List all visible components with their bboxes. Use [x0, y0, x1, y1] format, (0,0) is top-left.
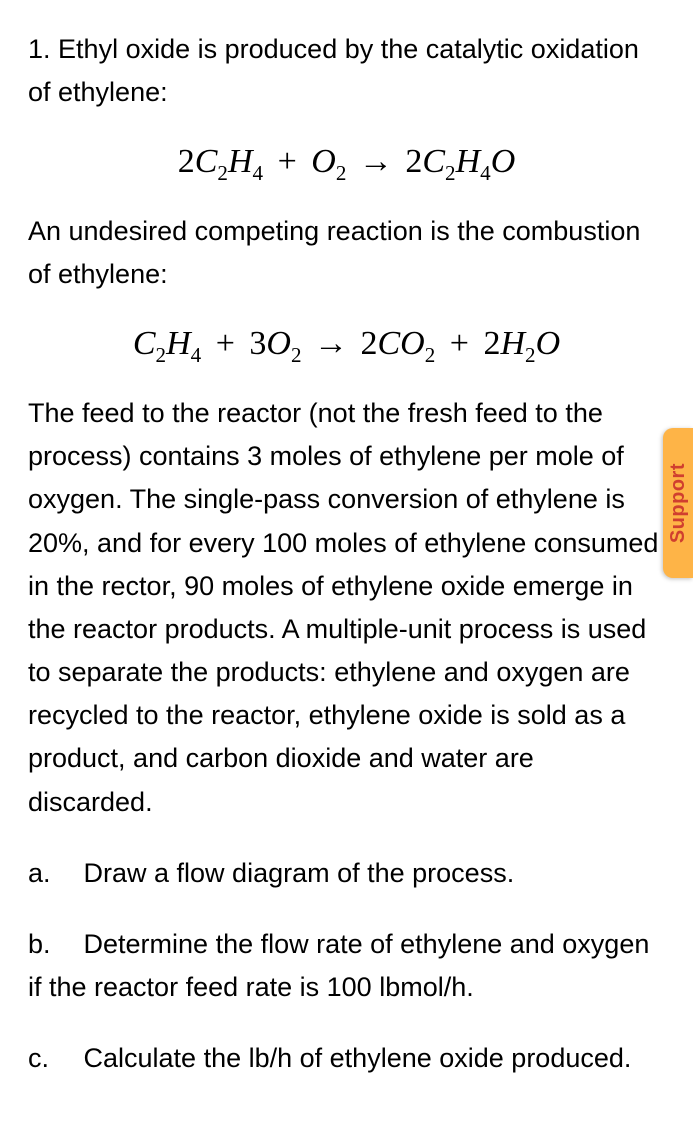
eq2-rhs-O2: O	[536, 325, 561, 362]
parts-section: a. Draw a flow diagram of the process. b…	[28, 852, 665, 1081]
eq1-rhs-H: H	[456, 143, 481, 180]
eq1-lhs-O: O	[311, 143, 336, 180]
eq1-lhs-coef1: 2	[178, 143, 195, 180]
problem-container: 1. Ethyl oxide is produced by the cataly…	[0, 0, 693, 1109]
eq2-lhs-Hsub: 4	[191, 343, 202, 367]
eq1-lhs-Hsub: 4	[253, 161, 264, 185]
part-a-label: a.	[28, 852, 76, 895]
support-tab[interactable]: Support	[663, 428, 693, 578]
eq1-rhs-O: O	[491, 143, 516, 180]
problem-number: 1.	[28, 34, 51, 64]
eq2-rhs-Osub: 2	[425, 343, 436, 367]
eq2-rhs-Hsub: 2	[525, 343, 536, 367]
eq1-lhs-Csub: 2	[217, 161, 228, 185]
part-c: c. Calculate the lb/h of ethylene oxide …	[28, 1037, 665, 1080]
intro-text: Ethyl oxide is produced by the catalytic…	[28, 34, 639, 107]
part-b-text: Determine the flow rate of ethylene and …	[28, 929, 649, 1002]
eq1-rhs-Hsub: 4	[480, 161, 491, 185]
plus-icon: +	[210, 325, 241, 362]
arrow-icon: →	[310, 325, 352, 362]
eq2-rhs-coef2: 2	[483, 325, 500, 362]
equation-1: 2C2H4 + O2 → 2C2H4O	[28, 138, 665, 186]
equation-2: C2H4 + 3O2 → 2CO2 + 2H2O	[28, 320, 665, 368]
part-c-text: Calculate the lb/h of ethylene oxide pro…	[84, 1043, 632, 1073]
eq1-rhs-coef1: 2	[405, 143, 422, 180]
eq1-lhs-H: H	[228, 143, 253, 180]
eq2-rhs-C: C	[377, 325, 400, 362]
arrow-icon: →	[355, 143, 397, 180]
part-b-label: b.	[28, 923, 76, 966]
part-c-label: c.	[28, 1037, 76, 1080]
part-b: b. Determine the flow rate of ethylene a…	[28, 923, 665, 1009]
eq1-lhs-C: C	[195, 143, 218, 180]
plus-icon: +	[444, 325, 475, 362]
plus-icon: +	[272, 143, 303, 180]
eq2-lhs-C: C	[133, 325, 156, 362]
part-a: a. Draw a flow diagram of the process.	[28, 852, 665, 895]
part-a-text: Draw a flow diagram of the process.	[84, 858, 515, 888]
eq2-lhs-O: O	[266, 325, 291, 362]
eq2-lhs-Osub: 2	[291, 343, 302, 367]
problem-intro: 1. Ethyl oxide is produced by the cataly…	[28, 28, 665, 114]
support-label: Support	[667, 463, 690, 543]
eq2-lhs-Csub: 2	[156, 343, 167, 367]
eq2-rhs-H: H	[500, 325, 525, 362]
eq1-lhs-Osub: 2	[336, 161, 347, 185]
eq1-rhs-C: C	[422, 143, 445, 180]
eq1-rhs-Csub: 2	[445, 161, 456, 185]
eq2-lhs-coef2: 3	[249, 325, 266, 362]
mid-text: An undesired competing reaction is the c…	[28, 210, 665, 296]
eq2-rhs-O1: O	[400, 325, 425, 362]
body-text: The feed to the reactor (not the fresh f…	[28, 392, 665, 824]
eq2-lhs-H: H	[166, 325, 191, 362]
eq2-rhs-coef1: 2	[360, 325, 377, 362]
